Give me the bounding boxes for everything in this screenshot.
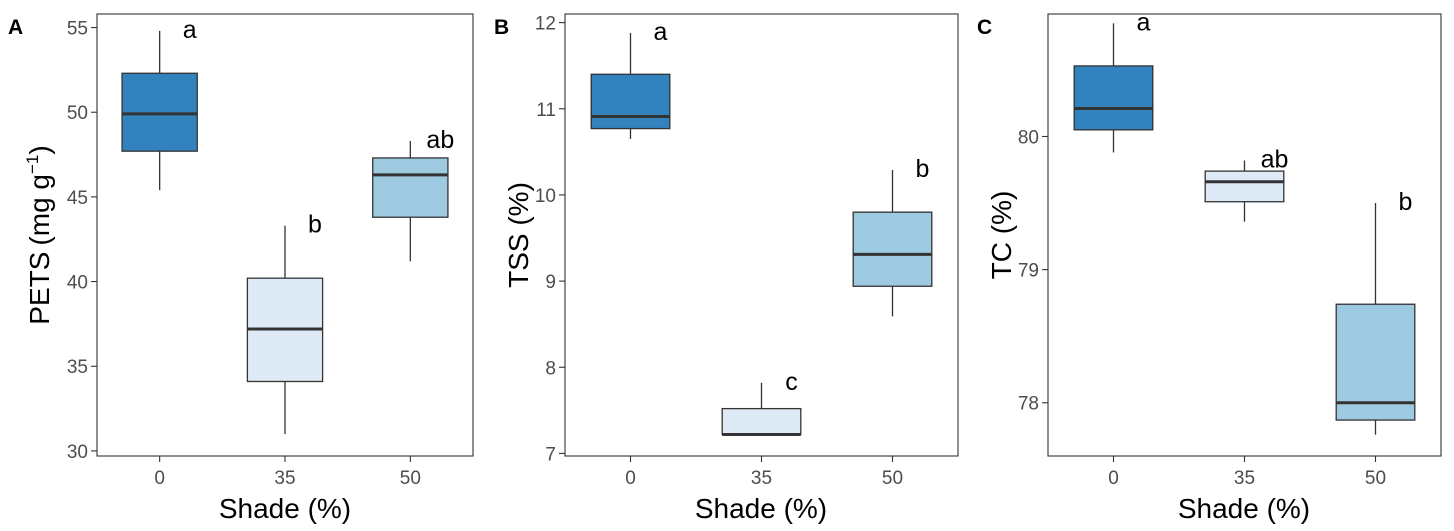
y-tick-label: 8 <box>545 358 556 379</box>
box-shade-50: b <box>1335 188 1416 435</box>
box-shade-0: a <box>1073 8 1154 153</box>
box-iqr <box>852 211 933 287</box>
y-tick-label: 55 <box>67 19 88 40</box>
y-axis-title: TSS (%) <box>503 182 534 288</box>
y-axis-title-paren: ( <box>24 236 55 246</box>
y-tick-label: 11 <box>536 100 556 121</box>
y-tick-label: 35 <box>67 357 88 378</box>
y-tick-label: 45 <box>67 188 88 209</box>
y-axis-title-unit: mg g <box>24 174 55 236</box>
panel-b: 7 8 9 10 11 12 0 35 50 a c b Shade (%) TSS (%) B <box>494 13 959 524</box>
panel-c: 78 79 80 0 35 50 a ab b Shade (%) TC (%) C <box>977 8 1442 524</box>
y-axis-title-main: PETS <box>24 252 55 325</box>
significance-letter: b <box>1399 188 1413 216</box>
y-tick-label: 79 <box>1018 261 1039 282</box>
box-shade-35: c <box>721 368 802 436</box>
box-iqr <box>372 157 449 218</box>
x-axis-title: Shade (%) <box>1178 493 1310 524</box>
x-tick-label: 50 <box>882 468 903 489</box>
y-tick-label: 10 <box>535 186 556 207</box>
box-shade-0: a <box>121 16 198 191</box>
y-tick-label: 40 <box>67 273 88 294</box>
panel-label: B <box>494 16 509 39</box>
y-tick-label: 9 <box>545 272 556 293</box>
panel-label: A <box>8 16 23 39</box>
y-tick-label: 80 <box>1018 127 1039 148</box>
x-tick-label: 35 <box>751 468 772 489</box>
significance-letter: c <box>785 368 798 396</box>
y-tick-label: 12 <box>535 14 556 35</box>
box-shade-35: b <box>246 211 324 434</box>
box-iqr <box>1204 170 1285 203</box>
box-iqr <box>1335 303 1416 421</box>
box-shade-35: ab <box>1204 145 1289 222</box>
box-iqr <box>590 73 671 130</box>
significance-letter: a <box>1137 8 1151 36</box>
y-tick-label: 7 <box>545 444 556 465</box>
x-tick-label: 50 <box>1365 468 1386 489</box>
y-axis-title-sup: −1 <box>23 155 42 174</box>
y-tick-label: 30 <box>67 442 88 463</box>
x-axis-title: Shade (%) <box>219 493 351 524</box>
box-iqr <box>1073 65 1154 131</box>
x-tick-label: 0 <box>154 468 165 489</box>
x-tick-label: 35 <box>1234 468 1255 489</box>
box-shade-0: a <box>590 18 671 139</box>
x-tick-label: 50 <box>400 468 421 489</box>
x-tick-label: 0 <box>625 468 636 489</box>
x-axis-title: Shade (%) <box>695 493 827 524</box>
significance-letter: a <box>183 16 197 44</box>
y-axis-title: PETS (mg g−1) <box>23 145 55 324</box>
y-axis-title-paren: ) <box>24 145 55 154</box>
box-shade-50: b <box>852 155 933 317</box>
box-shade-50: ab <box>372 126 454 262</box>
box-iqr <box>121 72 198 152</box>
box-iqr <box>721 407 802 436</box>
significance-letter: a <box>654 18 668 46</box>
significance-letter: ab <box>1261 145 1289 173</box>
y-axis-title: TC (%) <box>986 191 1017 280</box>
y-tick-label: 78 <box>1018 394 1039 415</box>
x-tick-label: 35 <box>274 468 295 489</box>
significance-letter: b <box>916 155 930 183</box>
panel-label: C <box>977 16 992 39</box>
significance-letter: ab <box>426 126 454 154</box>
significance-letter: b <box>308 211 322 239</box>
x-tick-label: 0 <box>1108 468 1119 489</box>
y-tick-label: 50 <box>67 103 88 124</box>
